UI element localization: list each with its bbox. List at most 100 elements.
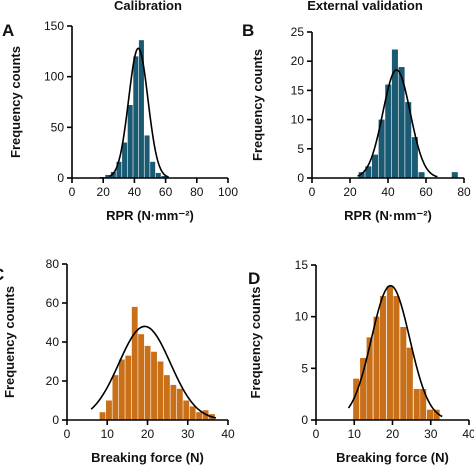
header-external-validation: External validation — [307, 0, 423, 13]
panel-a: A 0 50 100 150 0 20 40 60 80 100 RPR (N·mm⁻²) Freque… — [2, 19, 238, 223]
histogram-bar — [451, 172, 458, 178]
x-axis-label: RPR (N·mm⁻²) — [344, 208, 432, 223]
x-tick-label: 0 — [64, 427, 71, 441]
x-tick-label: 40 — [462, 427, 474, 441]
histogram-bar — [122, 142, 128, 178]
panel-label: C — [0, 265, 4, 284]
panel-label: B — [242, 21, 254, 40]
histogram-bar — [133, 56, 139, 178]
histogram-bar — [176, 388, 183, 420]
x-tick-label: 30 — [181, 427, 195, 441]
y-tick-label: 20 — [46, 374, 60, 388]
y-tick-label: 0 — [57, 171, 64, 185]
panel-c: C 0 20 40 60 80 0 10 20 30 40 Breaking force (N) Fre… — [0, 257, 235, 465]
histogram-bar — [170, 384, 177, 420]
histogram-bar — [391, 49, 398, 178]
x-tick-label: 20 — [343, 185, 357, 199]
histogram-bar — [385, 84, 392, 178]
y-tick-label: 50 — [51, 120, 65, 134]
y-tick-label: 15 — [295, 258, 309, 272]
histogram-bar — [112, 375, 119, 420]
x-tick-label: 0 — [313, 427, 320, 441]
y-tick-label: 10 — [295, 310, 309, 324]
x-tick-label: 20 — [386, 427, 400, 441]
histogram-bar — [157, 361, 164, 420]
histogram-bar — [373, 316, 380, 420]
x-tick-label: 20 — [141, 427, 155, 441]
y-tick-label: 5 — [297, 142, 304, 156]
y-tick-label: 0 — [301, 413, 308, 427]
normal-fit-curve — [347, 284, 443, 418]
x-axis-label: Breaking force (N) — [336, 450, 449, 465]
y-tick-label: 150 — [44, 19, 64, 33]
histogram-bar — [393, 296, 400, 420]
x-tick-label: 40 — [381, 185, 395, 199]
histogram-bar — [106, 400, 112, 420]
histogram-bar — [127, 105, 133, 178]
histogram-bar — [360, 358, 367, 420]
histogram-bar — [386, 285, 393, 420]
x-tick-label: 10 — [101, 427, 115, 441]
x-tick-label: 0 — [309, 185, 316, 199]
histogram-bar — [150, 161, 156, 178]
x-tick-label: 0 — [69, 185, 76, 199]
histogram-bar — [116, 161, 122, 178]
y-axis-label: Frequency counts — [8, 46, 23, 158]
histogram-bar — [110, 171, 116, 178]
histogram-bar — [151, 351, 157, 420]
histogram-bar — [405, 102, 412, 178]
histogram-bar — [183, 400, 190, 420]
histogram-bar — [411, 137, 418, 178]
histogram-bar — [378, 119, 385, 178]
histogram-bar — [144, 135, 150, 178]
x-tick-label: 60 — [419, 185, 433, 199]
histogram-bar — [118, 359, 125, 420]
y-tick-label: 40 — [46, 335, 60, 349]
y-tick-label: 25 — [291, 25, 305, 39]
histogram-bar — [366, 337, 373, 420]
x-tick-label: 20 — [97, 185, 111, 199]
histogram-bar — [99, 412, 106, 420]
y-tick-label: 0 — [297, 171, 304, 185]
panel-label: A — [2, 21, 14, 40]
histogram-bar — [353, 378, 360, 420]
histogram-bar — [365, 166, 372, 178]
histogram-bar — [413, 389, 420, 420]
histogram-bar — [433, 409, 440, 420]
histogram-bar — [155, 172, 161, 178]
y-tick-label: 20 — [291, 54, 305, 68]
histogram-bar — [164, 375, 170, 420]
histogram-bar — [161, 175, 167, 178]
histogram-bar — [189, 406, 196, 420]
x-axis-label: Breaking force (N) — [91, 450, 204, 465]
y-axis-label: Frequency counts — [248, 287, 263, 399]
histogram-bar — [418, 172, 425, 178]
normal-fit-curve — [357, 69, 438, 178]
panel-d: D 0 5 10 15 0 10 20 30 40 Breaking force (N) Freque… — [248, 258, 474, 465]
x-tick-label: 40 — [128, 185, 142, 199]
histogram-bar — [125, 355, 132, 420]
x-tick-label: 100 — [218, 185, 238, 199]
y-tick-label: 0 — [52, 413, 59, 427]
y-tick-label: 5 — [301, 361, 308, 375]
histogram-bar — [138, 334, 145, 420]
histogram-bar — [406, 347, 413, 420]
y-tick-label: 80 — [46, 257, 60, 271]
histogram-bar — [398, 67, 405, 178]
histogram-bar — [420, 389, 427, 420]
histogram-bar — [138, 40, 144, 178]
y-axis-label: Frequency counts — [2, 286, 17, 398]
y-tick-label: 15 — [291, 83, 305, 97]
histogram-bar — [358, 172, 365, 178]
x-tick-label: 40 — [221, 427, 235, 441]
y-tick-label: 100 — [44, 70, 64, 84]
x-axis-label: RPR (N·mm⁻²) — [106, 208, 194, 223]
panel-label: D — [248, 269, 260, 288]
x-tick-label: 30 — [424, 427, 438, 441]
histogram-bar — [105, 174, 111, 178]
x-tick-label: 10 — [348, 427, 362, 441]
histogram-bar — [379, 296, 387, 420]
histogram-bar — [144, 345, 151, 420]
histogram-bar — [427, 409, 434, 420]
